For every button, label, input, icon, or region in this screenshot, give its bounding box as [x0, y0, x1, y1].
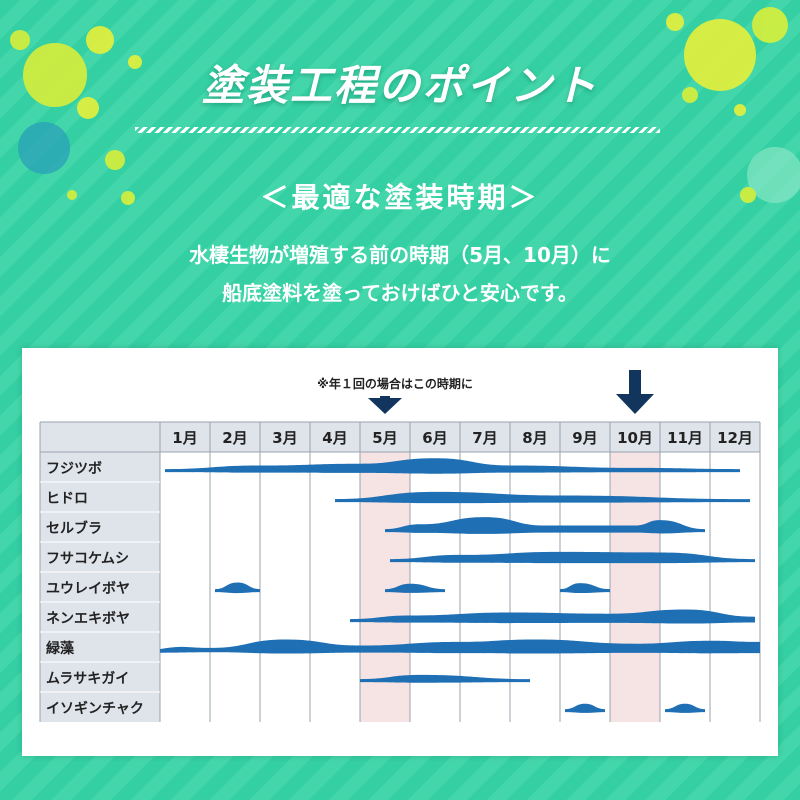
- highlight-column-10: [610, 452, 660, 722]
- species-label: 緑藻: [46, 640, 75, 657]
- species-label: ヒドロ: [46, 491, 88, 507]
- series-band: [565, 703, 605, 713]
- species-label: ネンエキボヤ: [46, 611, 130, 627]
- month-label: 2月: [222, 429, 247, 447]
- species-label: セルブラ: [46, 520, 102, 537]
- month-label: 4月: [322, 429, 347, 447]
- series-band: [665, 703, 705, 713]
- chart-card: 1月 2月 3月 4月 5月 6月 7月 8月 9月 10月 11月 12月 ※年１回の場合はこの時期に…: [22, 348, 778, 756]
- section-subtitle: ＜最適な塗装時期＞: [260, 181, 540, 214]
- species-label: ムラサキガイ: [46, 671, 129, 687]
- series-band: [160, 639, 760, 654]
- month-label: 3月: [272, 429, 297, 447]
- series-band: [385, 583, 445, 593]
- title-divider: [135, 127, 660, 133]
- species-label-column: [40, 452, 160, 722]
- series-band: [165, 458, 740, 474]
- month-label: 10月: [617, 429, 653, 447]
- month-label: 5月: [372, 429, 397, 447]
- month-label: 6月: [422, 429, 447, 447]
- chart-annotation: ※年１回の場合はこの時期に: [317, 376, 473, 391]
- description: 水棲生物が増殖する前の時期（5月、10月）に 船底塗料を塗っておけばひと安心です…: [0, 236, 800, 312]
- description-line-2: 船底塗料を塗っておけばひと安心です。: [222, 281, 578, 305]
- month-label: 8月: [522, 429, 547, 447]
- series-band: [390, 551, 755, 564]
- month-label: 7月: [472, 429, 497, 447]
- series-band: [385, 517, 705, 534]
- arrow-10月: [616, 370, 654, 414]
- series-band: [560, 583, 610, 593]
- season-chart: 1月 2月 3月 4月 5月 6月 7月 8月 9月 10月 11月 12月 ※年１回の場合はこの時期に…: [39, 370, 761, 722]
- description-line-1: 水棲生物が増殖する前の時期（5月、10月）に: [189, 243, 611, 267]
- species-label: フサコケムシ: [46, 551, 129, 567]
- series-band: [350, 609, 755, 624]
- series-band: [360, 674, 530, 683]
- month-label: 9月: [572, 429, 597, 447]
- arrow-5月: [368, 396, 402, 414]
- species-label: ユウレイボヤ: [46, 581, 130, 597]
- paint-splash-decoration: [10, 7, 800, 205]
- month-label: 12月: [717, 429, 753, 447]
- month-label: 1月: [172, 429, 197, 447]
- species-label: イソギンチャク: [46, 700, 144, 717]
- month-label: 11月: [667, 429, 703, 447]
- series-band: [215, 582, 260, 594]
- species-label: フジツボ: [46, 461, 102, 477]
- series-band: [335, 491, 750, 504]
- page-title: 塗装工程のポイント: [201, 61, 598, 110]
